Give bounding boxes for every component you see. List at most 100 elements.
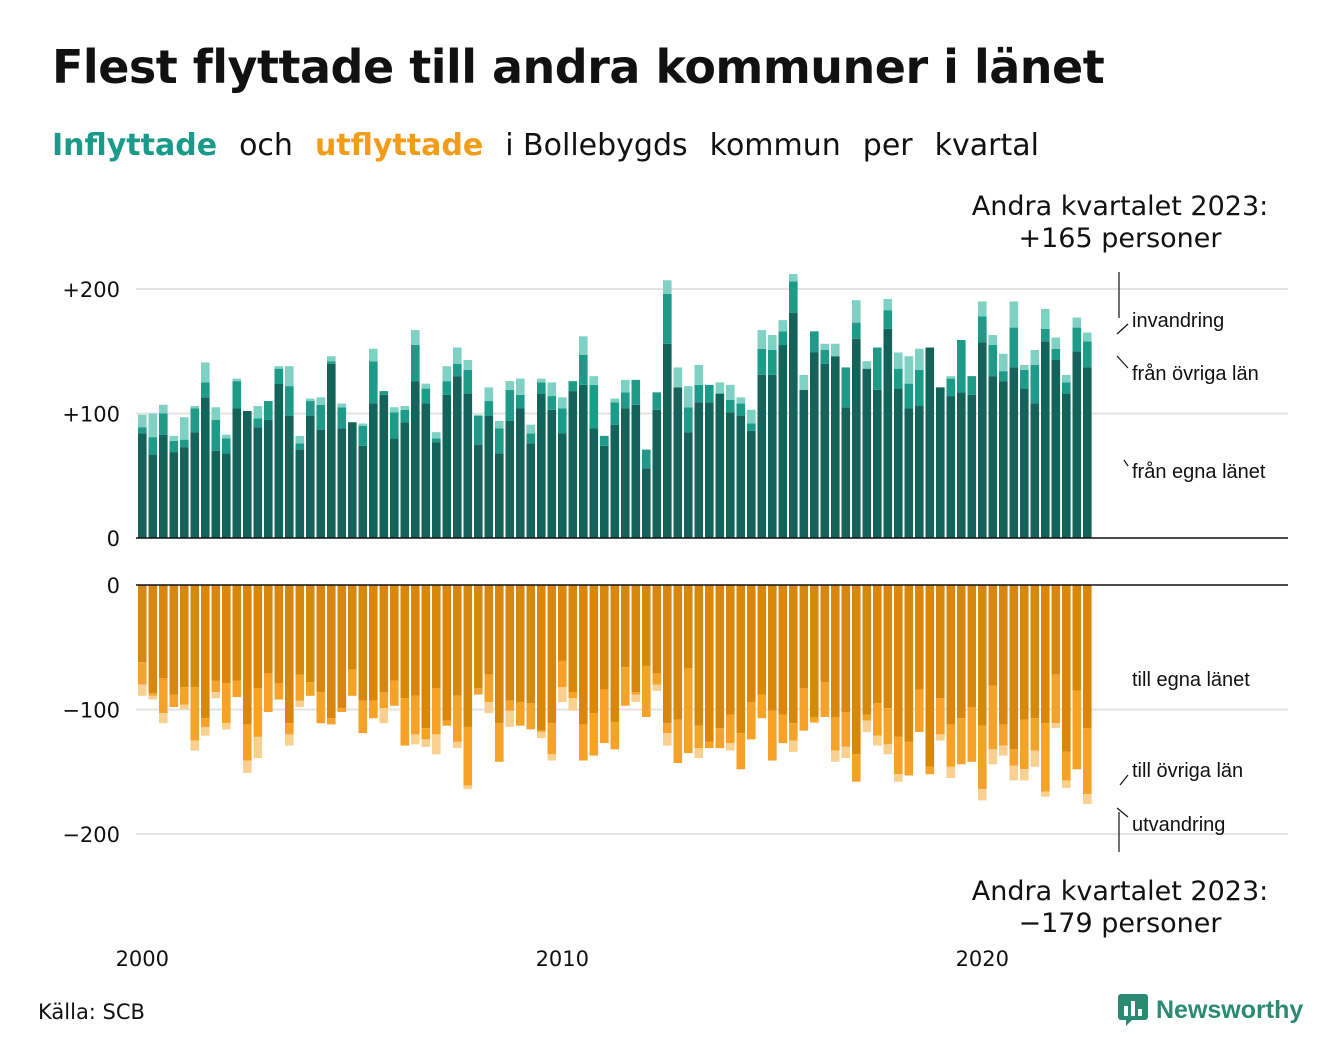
bar-in-own (316, 429, 326, 538)
bar-out-own (474, 585, 483, 689)
bar-in-other (1009, 327, 1019, 368)
bar-out-abroad (936, 734, 945, 741)
bar-out-own (306, 585, 315, 683)
bar-in-abroad (421, 383, 431, 389)
bar-in-abroad (432, 432, 441, 439)
bar-in-abroad (484, 387, 494, 402)
bar-in-own (600, 445, 609, 538)
bar-in-own (810, 352, 819, 538)
bar-out-other (526, 703, 536, 730)
bar-in-own (348, 422, 357, 538)
bar-in-own (526, 443, 536, 538)
bar-out-other (862, 714, 872, 721)
bar-out-own (862, 585, 872, 715)
bar-in-own (862, 368, 872, 538)
bar-out-own (484, 585, 494, 675)
bar-out-own (348, 585, 357, 670)
bar-out-own (778, 585, 788, 715)
bar-in-abroad (442, 366, 452, 382)
bar-out-other (211, 680, 221, 693)
bar-out-other (264, 673, 273, 712)
bar-in-abroad (999, 353, 1008, 372)
bar-in-abroad (1041, 308, 1050, 329)
bar-out-other (904, 741, 914, 776)
bar-out-own (642, 585, 651, 666)
series-label: från egna länet (1132, 461, 1266, 483)
bar-out-other (747, 702, 756, 740)
bar-in-other (631, 379, 641, 405)
bar-out-abroad (1020, 769, 1029, 781)
bar-in-abroad (978, 301, 987, 317)
bar-out-abroad (505, 710, 515, 727)
bar-out-other (957, 718, 966, 765)
bar-out-own (264, 585, 273, 674)
bar-out-other (999, 724, 1008, 746)
bar-out-abroad (253, 736, 263, 759)
bar-in-other (537, 382, 546, 394)
bar-out-own (421, 585, 431, 729)
bar-in-other (169, 440, 179, 453)
subtitle-kvartal: kvartal (934, 128, 1039, 163)
x-tick: 2010 (536, 947, 589, 971)
series-label: invandring (1132, 310, 1224, 332)
bar-in-own (789, 312, 798, 538)
bar-in-abroad (831, 343, 840, 357)
bar-out-other (1062, 751, 1071, 781)
bar-in-abroad (526, 424, 536, 434)
bar-in-other (1020, 369, 1029, 389)
bar-out-own (684, 585, 693, 669)
bar-in-own (505, 420, 515, 538)
y-tick-top: +100 (62, 403, 120, 427)
bar-in-other (421, 388, 431, 404)
bar-out-other (610, 721, 620, 750)
bar-out-own (852, 585, 861, 755)
bar-in-own (894, 388, 903, 538)
bar-out-own (600, 585, 609, 690)
subtitle-per: per (862, 128, 913, 163)
bar-out-own (579, 585, 588, 725)
bar-out-other (1009, 749, 1019, 766)
bar-out-other (411, 695, 420, 735)
bar-in-other (1030, 364, 1040, 404)
bar-out-abroad (789, 740, 798, 752)
chart-title: Flest flyttade till andra kommuner i län… (52, 40, 1105, 94)
bar-in-abroad (1020, 364, 1029, 370)
bar-out-own (379, 585, 389, 693)
bar-in-own (988, 376, 998, 538)
bar-out-own (526, 585, 536, 704)
bar-out-own (516, 585, 525, 703)
bar-in-own (243, 411, 252, 538)
bar-out-own (673, 585, 683, 720)
bar-in-own (705, 402, 714, 538)
top-annotation: Andra kvartalet 2023: +165 personer (960, 191, 1280, 255)
bar-out-abroad (1009, 765, 1019, 781)
bar-in-other (526, 433, 536, 444)
newsworthy-logo-text: Newsworthy (1156, 995, 1304, 1024)
bar-out-abroad (894, 774, 903, 782)
bar-out-own (988, 585, 998, 686)
bar-in-own (841, 407, 851, 538)
bar-in-abroad (327, 356, 336, 362)
bar-in-abroad (516, 378, 525, 395)
bar-out-other (810, 716, 819, 722)
bar-in-abroad (747, 409, 756, 424)
subtitle-och: och (239, 128, 293, 163)
bar-in-own (306, 415, 315, 538)
bar-in-abroad (138, 414, 147, 428)
bar-out-other (558, 660, 567, 688)
bar-in-other (768, 350, 777, 375)
bar-in-own (537, 393, 546, 538)
bar-out-abroad (652, 684, 662, 691)
bar-in-abroad (474, 414, 483, 416)
bar-in-abroad (390, 407, 399, 413)
bar-out-own (873, 585, 882, 704)
bar-in-other (747, 423, 756, 431)
bar-in-own (820, 363, 830, 538)
bar-out-other (705, 741, 714, 749)
bar-in-abroad (757, 330, 767, 349)
bar-out-abroad (726, 743, 735, 751)
bar-in-abroad (673, 367, 683, 388)
bar-in-abroad (148, 413, 158, 438)
bar-in-other (1083, 341, 1092, 368)
series-label-leader (1123, 459, 1129, 467)
